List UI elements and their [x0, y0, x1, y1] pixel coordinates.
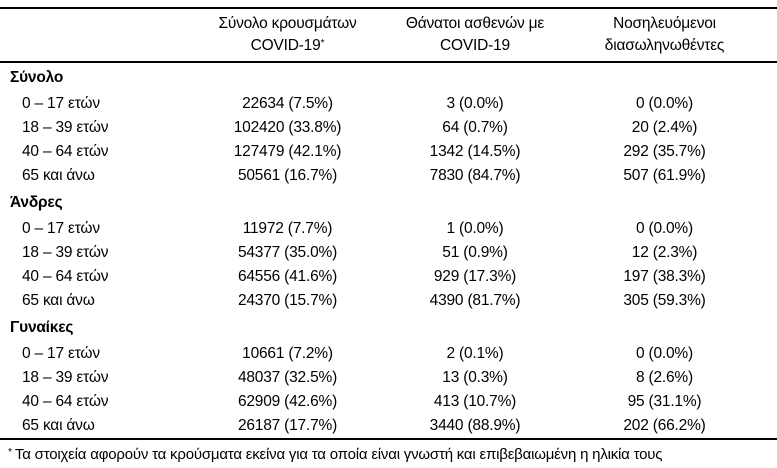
section-row: Γυναίκες	[0, 313, 777, 342]
age-label: 40 – 64 ετών	[22, 143, 109, 160]
deaths-value: 3 (0.0%)	[446, 95, 504, 112]
cases-value: 102420 (33.8%)	[233, 119, 342, 136]
column-header-deaths-text: COVID-19	[440, 37, 510, 54]
age-label: 65 και άνω	[22, 292, 95, 309]
age-label: 65 και άνω	[22, 417, 95, 434]
table-row: 0 – 17 ετών 11972 (7.7%) 1 (0.0%) 0 (0.0%)	[0, 217, 777, 241]
column-header-intubated: Νοσηλευόμενοι διασωληνωθέντες	[570, 8, 777, 63]
intubated-value: 197 (38.3%)	[623, 268, 706, 285]
age-label: 0 – 17 ετών	[22, 345, 100, 362]
cases-value: 10661 (7.2%)	[242, 345, 333, 362]
section-label: Σύνολο	[10, 69, 64, 86]
cases-value: 24370 (15.7%)	[237, 292, 338, 309]
section-label: Άνδρες	[10, 194, 63, 211]
table-row: 18 – 39 ετών 54377 (35.0%) 51 (0.9%) 12 (2.…	[0, 241, 777, 265]
deaths-value: 1342 (14.5%)	[429, 143, 521, 160]
intubated-value: 12 (2.3%)	[631, 244, 698, 261]
covid-stats-table: Σύνολο κρουσμάτων COVID-19* Θάνατοι ασθε…	[0, 7, 777, 438]
intubated-value: 507 (61.9%)	[623, 167, 706, 184]
deaths-value: 13 (0.3%)	[442, 369, 508, 386]
age-label: 0 – 17 ετών	[22, 95, 100, 112]
column-header-intubated-line2: διασωληνωθέντες	[570, 35, 759, 57]
table-body: Σύνολο 0 – 17 ετών 22634 (7.5%) 3 (0.0%) 0 (…	[0, 62, 777, 438]
cases-value: 11972 (7.7%)	[242, 220, 333, 237]
table-row: 40 – 64 ετών 62909 (42.6%) 413 (10.7%) 95 (…	[0, 390, 777, 414]
column-header-deaths-line2: COVID-19	[380, 35, 570, 57]
cases-value: 50561 (16.7%)	[237, 167, 338, 184]
table-row: 18 – 39 ετών 48037 (32.5%) 13 (0.3%) 8 (2.6…	[0, 366, 777, 390]
header-empty-cell	[0, 8, 195, 63]
deaths-value: 51 (0.9%)	[442, 244, 508, 261]
column-header-cases-text: COVID-19	[250, 37, 321, 54]
cases-value: 64556 (41.6%)	[237, 268, 338, 285]
age-label: 18 – 39 ετών	[22, 244, 109, 261]
cases-value: 22634 (7.5%)	[242, 95, 333, 112]
deaths-value: 4390 (81.7%)	[429, 292, 521, 309]
table-row: 40 – 64 ετών 64556 (41.6%) 929 (17.3%) 197 …	[0, 265, 777, 289]
deaths-value: 3440 (88.9%)	[429, 417, 521, 434]
footnote: * Τα στοιχεία αφορούν τα κρούσματα εκείνα…	[0, 438, 777, 463]
age-label: 40 – 64 ετών	[22, 393, 109, 410]
footnote-text: Τα στοιχεία αφορούν τα κρούσματα εκείνα …	[14, 446, 663, 463]
intubated-value: 292 (35.7%)	[623, 143, 706, 160]
intubated-value: 202 (66.2%)	[623, 417, 706, 434]
deaths-value: 7830 (84.7%)	[429, 167, 521, 184]
intubated-value: 305 (59.3%)	[623, 292, 706, 309]
intubated-value: 0 (0.0%)	[636, 95, 693, 112]
cases-value: 62909 (42.6%)	[237, 393, 338, 410]
column-header-deaths: Θάνατοι ασθενών με COVID-19	[380, 8, 570, 63]
table-row: 0 – 17 ετών 10661 (7.2%) 2 (0.1%) 0 (0.0%)	[0, 342, 777, 366]
footnote-asterisk: *	[8, 446, 12, 458]
deaths-value: 413 (10.7%)	[433, 393, 517, 410]
column-header-cases-line2: COVID-19*	[195, 35, 380, 57]
cases-value: 54377 (35.0%)	[237, 244, 338, 261]
section-row: Σύνολο	[0, 62, 777, 92]
intubated-value: 20 (2.4%)	[631, 119, 698, 136]
section-label: Γυναίκες	[10, 319, 74, 336]
table-row: 0 – 17 ετών 22634 (7.5%) 3 (0.0%) 0 (0.0%)	[0, 92, 777, 116]
age-label: 0 – 17 ετών	[22, 220, 100, 237]
table-row: 40 – 64 ετών 127479 (42.1%) 1342 (14.5%) 29…	[0, 140, 777, 164]
covid-stats-table-container: Σύνολο κρουσμάτων COVID-19* Θάνατοι ασθε…	[0, 7, 777, 463]
intubated-value: 0 (0.0%)	[636, 220, 693, 237]
header-row: Σύνολο κρουσμάτων COVID-19* Θάνατοι ασθε…	[0, 8, 777, 63]
intubated-value: 0 (0.0%)	[636, 345, 693, 362]
cases-value: 26187 (17.7%)	[237, 417, 338, 434]
table-row: 65 και άνω 26187 (17.7%) 3440 (88.9%) 202 (…	[0, 414, 777, 438]
column-header-deaths-line1: Θάνατοι ασθενών με	[405, 15, 545, 32]
deaths-value: 929 (17.3%)	[433, 268, 517, 285]
column-header-intubated-line1: Νοσηλευόμενοι	[613, 15, 716, 32]
table-row: 65 και άνω 24370 (15.7%) 4390 (81.7%) 305 (…	[0, 289, 777, 313]
column-header-cases: Σύνολο κρουσμάτων COVID-19*	[195, 8, 380, 63]
age-label: 65 και άνω	[22, 167, 95, 184]
deaths-value: 1 (0.0%)	[446, 220, 504, 237]
deaths-value: 64 (0.7%)	[442, 119, 508, 136]
asterisk-superscript: *	[320, 37, 325, 49]
cases-value: 127479 (42.1%)	[233, 143, 342, 160]
column-header-cases-line1: Σύνολο κρουσμάτων	[218, 15, 357, 32]
intubated-value: 95 (31.1%)	[627, 393, 702, 410]
table-row: 18 – 39 ετών 102420 (33.8%) 64 (0.7%) 20 (2…	[0, 116, 777, 140]
column-header-intubated-text: διασωληνωθέντες	[604, 37, 725, 54]
section-row: Άνδρες	[0, 188, 777, 217]
intubated-value: 8 (2.6%)	[636, 369, 693, 386]
cases-value: 48037 (32.5%)	[237, 369, 338, 386]
age-label: 18 – 39 ετών	[22, 119, 109, 136]
deaths-value: 2 (0.1%)	[446, 345, 504, 362]
age-label: 40 – 64 ετών	[22, 268, 109, 285]
age-label: 18 – 39 ετών	[22, 369, 109, 386]
table-row: 65 και άνω 50561 (16.7%) 7830 (84.7%) 507 (…	[0, 164, 777, 188]
